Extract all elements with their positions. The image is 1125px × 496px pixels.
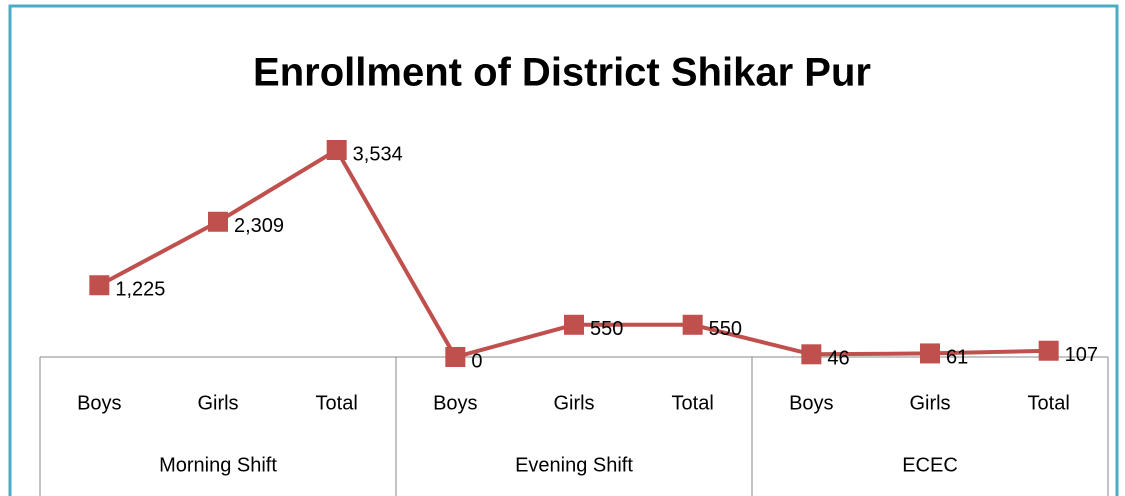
x-tick-label: Total [316,392,358,414]
group-label: Evening Shift [515,454,633,476]
marker [208,211,228,232]
x-tick-label: Boys [789,392,833,414]
chart-frame [8,4,1119,496]
data-label: 550 [709,318,742,340]
data-label: 61 [946,347,968,369]
x-tick-label: Girls [553,392,594,414]
marker [564,314,584,335]
group-label: Morning Shift [159,454,277,476]
marker [89,275,110,296]
x-tick-label: Boys [433,392,477,414]
marker [445,347,466,367]
chart-title: Enrollment of District Shikar Pur [253,51,871,95]
group-label: ECEC [902,454,958,476]
data-label: 3,534 [353,143,403,165]
x-tick-label: Total [672,392,714,414]
data-label: 550 [590,318,623,340]
marker [1038,340,1059,361]
marker [682,314,703,335]
x-tick-label: Total [1028,392,1070,414]
marker [326,140,347,160]
data-label: 107 [1065,344,1098,366]
x-tick-label: Girls [909,392,950,414]
data-label: 46 [827,348,849,370]
marker [920,343,940,364]
data-label: 0 [471,350,482,372]
data-label: 2,309 [234,215,284,237]
x-tick-label: Girls [197,392,238,414]
marker [801,344,822,365]
data-label: 1,225 [115,279,165,301]
x-tick-label: Boys [77,392,121,414]
